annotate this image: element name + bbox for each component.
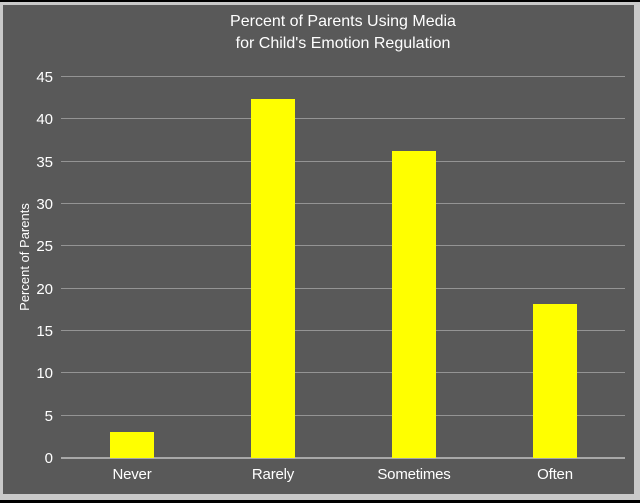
y-tick-label-5: 5	[44, 408, 53, 425]
frame-top-edge	[0, 0, 640, 2]
chart-title: Percent of Parents Using Media for Child…	[61, 11, 625, 55]
x-category-label-rarely: Rarely	[251, 466, 295, 483]
plot-area	[61, 76, 625, 459]
chart-plot-background	[3, 5, 634, 494]
frame-bottom-edge	[0, 500, 640, 503]
x-axis-line	[61, 457, 625, 459]
bar-never	[110, 432, 154, 458]
gridline-35	[61, 161, 625, 162]
bar-often	[533, 304, 577, 458]
x-category-label-sometimes: Sometimes	[377, 466, 451, 483]
x-category-label-never: Never	[112, 466, 152, 483]
gridline-30	[61, 203, 625, 204]
gridline-40	[61, 118, 625, 119]
y-tick-label-45: 45	[36, 69, 53, 86]
gridline-5	[61, 415, 625, 416]
gridline-20	[61, 288, 625, 289]
bar-sometimes	[392, 151, 436, 458]
gridline-10	[61, 372, 625, 373]
y-tick-label-0: 0	[44, 450, 53, 467]
y-tick-label-20: 20	[36, 281, 53, 298]
y-tick-label-25: 25	[36, 238, 53, 255]
y-tick-label-35: 35	[36, 154, 53, 171]
y-tick-label-15: 15	[36, 323, 53, 340]
bar-rarely	[251, 99, 295, 458]
chart-title-line-1: Percent of Parents Using Media	[230, 13, 456, 30]
x-category-label-often: Often	[537, 466, 573, 483]
gridline-45	[61, 76, 625, 77]
y-tick-label-10: 10	[36, 365, 53, 382]
y-tick-label-40: 40	[36, 111, 53, 128]
y-tick-label-30: 30	[36, 196, 53, 213]
gridline-25	[61, 245, 625, 246]
gridline-15	[61, 330, 625, 331]
chart-title-line-2: for Child's Emotion Regulation	[235, 35, 451, 52]
